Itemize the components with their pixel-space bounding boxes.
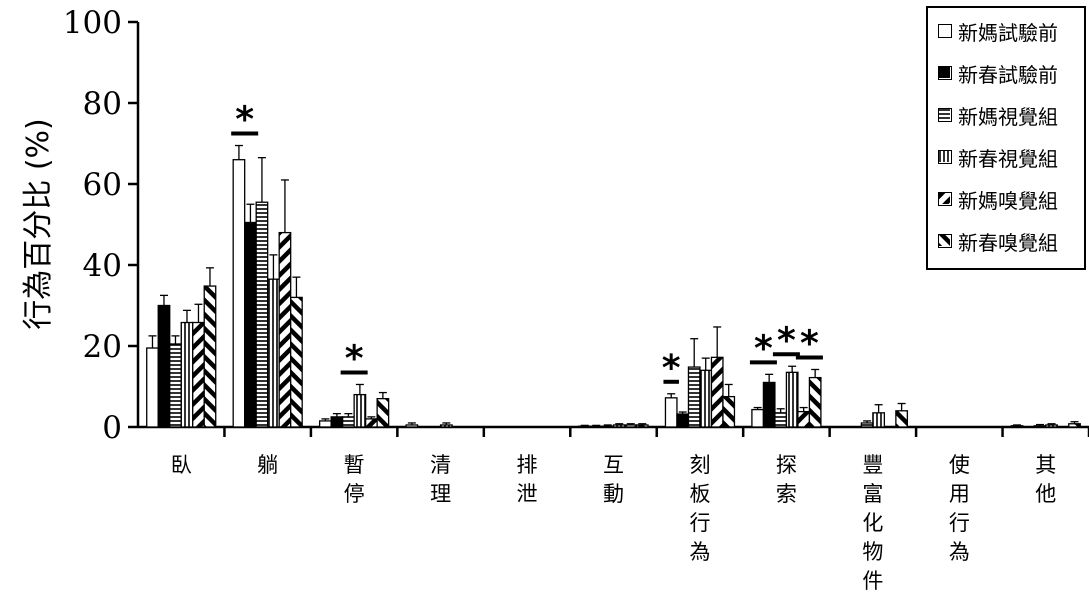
bar bbox=[180, 321, 194, 428]
legend-swatch bbox=[938, 150, 952, 164]
y-tick-label: 60 bbox=[83, 167, 122, 203]
x-tick-label: 刻板行為 bbox=[689, 453, 710, 564]
legend-swatch bbox=[938, 108, 952, 122]
legend-item: 新春試驗前 bbox=[938, 58, 1058, 88]
y-axis-label: 行為百分比 (%) bbox=[21, 118, 56, 329]
significance-star: * bbox=[800, 323, 819, 364]
bar bbox=[751, 408, 765, 428]
bar bbox=[687, 366, 701, 428]
x-tick-label: 暫停 bbox=[344, 453, 365, 506]
x-tick-label: 探索 bbox=[776, 453, 797, 506]
bar bbox=[589, 425, 603, 428]
bar bbox=[255, 201, 269, 428]
bar bbox=[169, 343, 182, 428]
bar bbox=[774, 412, 788, 428]
x-tick-label: 豐富化物件 bbox=[862, 453, 883, 593]
legend-item: 新春嗅覺組 bbox=[938, 226, 1058, 256]
bar bbox=[785, 371, 799, 428]
bar bbox=[364, 418, 378, 428]
bar bbox=[624, 424, 638, 428]
bar bbox=[330, 416, 344, 428]
bar bbox=[376, 397, 390, 428]
bar bbox=[1045, 424, 1058, 428]
bar bbox=[676, 413, 690, 428]
legend: 新媽試驗前新春試驗前新媽視覺組新春視覺組新媽嗅覺組新春嗅覺組 bbox=[926, 6, 1086, 270]
bar bbox=[762, 381, 776, 428]
bar bbox=[612, 424, 626, 428]
bar bbox=[699, 369, 713, 428]
significance-star: * bbox=[662, 348, 681, 389]
bar bbox=[318, 420, 332, 428]
bar bbox=[439, 424, 453, 428]
legend-swatch bbox=[938, 192, 952, 206]
significance-star: * bbox=[754, 328, 773, 369]
legend-label: 新媽嗅覺組 bbox=[958, 188, 1058, 213]
bar bbox=[635, 424, 649, 428]
legend-label: 新春視覺組 bbox=[958, 146, 1058, 171]
significance-star: * bbox=[777, 320, 796, 361]
x-tick-label: 其他 bbox=[1035, 453, 1056, 506]
y-tick-label: 100 bbox=[63, 5, 122, 41]
legend-item: 新媽視覺組 bbox=[938, 100, 1058, 130]
bar bbox=[1010, 425, 1024, 428]
legend-item: 新媽試驗前 bbox=[938, 16, 1058, 46]
bar bbox=[353, 393, 367, 428]
significance-star: * bbox=[345, 338, 364, 379]
x-tick-label: 臥 bbox=[171, 453, 192, 477]
bars bbox=[146, 144, 1081, 428]
legend-swatch bbox=[938, 24, 952, 38]
x-tick-label: 躺 bbox=[257, 453, 278, 477]
x-tick-label: 清理 bbox=[430, 453, 451, 506]
y-tick-label: 80 bbox=[83, 86, 122, 122]
bar bbox=[664, 397, 678, 428]
bar bbox=[192, 321, 205, 428]
axes: 0 20 40 60 80 100 行為百分比 (%) 臥 躺 暫停 清理 排泄 互動 刻板行為 探索 豐富化… bbox=[21, 5, 1089, 593]
bar bbox=[244, 221, 257, 428]
bar bbox=[278, 231, 292, 428]
y-tick-label: 40 bbox=[83, 248, 122, 284]
bar bbox=[872, 412, 886, 428]
bar bbox=[601, 425, 615, 428]
bar bbox=[157, 304, 171, 428]
bar bbox=[267, 278, 280, 428]
legend-label: 新媽試驗前 bbox=[958, 20, 1058, 45]
bar bbox=[578, 425, 592, 428]
x-tick-label: 使用行為 bbox=[949, 453, 970, 564]
legend-label: 新春嗅覺組 bbox=[958, 230, 1058, 255]
significance-star: * bbox=[235, 100, 254, 141]
x-tick-label: 互動 bbox=[603, 453, 624, 506]
bar bbox=[895, 410, 909, 428]
significance-annotations: ** * * * * bbox=[231, 100, 823, 389]
bar bbox=[808, 376, 822, 428]
legend-label: 新春試驗前 bbox=[958, 62, 1058, 87]
bar bbox=[1033, 425, 1047, 428]
bar bbox=[203, 285, 217, 428]
bar bbox=[797, 410, 811, 428]
legend-item: 新媽嗅覺組 bbox=[938, 184, 1058, 214]
bar bbox=[405, 424, 419, 428]
y-tick-label: 20 bbox=[83, 329, 122, 365]
bar bbox=[341, 416, 355, 428]
bar bbox=[722, 395, 736, 428]
legend-swatch bbox=[938, 66, 952, 80]
bar bbox=[860, 422, 874, 428]
bar bbox=[1068, 423, 1081, 428]
legend-swatch bbox=[938, 234, 952, 248]
bar bbox=[290, 296, 303, 428]
bar bbox=[710, 356, 724, 428]
legend-label: 新媽視覺組 bbox=[958, 104, 1058, 129]
y-tick-label: 0 bbox=[102, 410, 122, 446]
legend-item: 新春視覺組 bbox=[938, 142, 1058, 172]
x-tick-label: 排泄 bbox=[517, 453, 538, 506]
bar bbox=[146, 347, 159, 428]
bar bbox=[232, 159, 246, 428]
